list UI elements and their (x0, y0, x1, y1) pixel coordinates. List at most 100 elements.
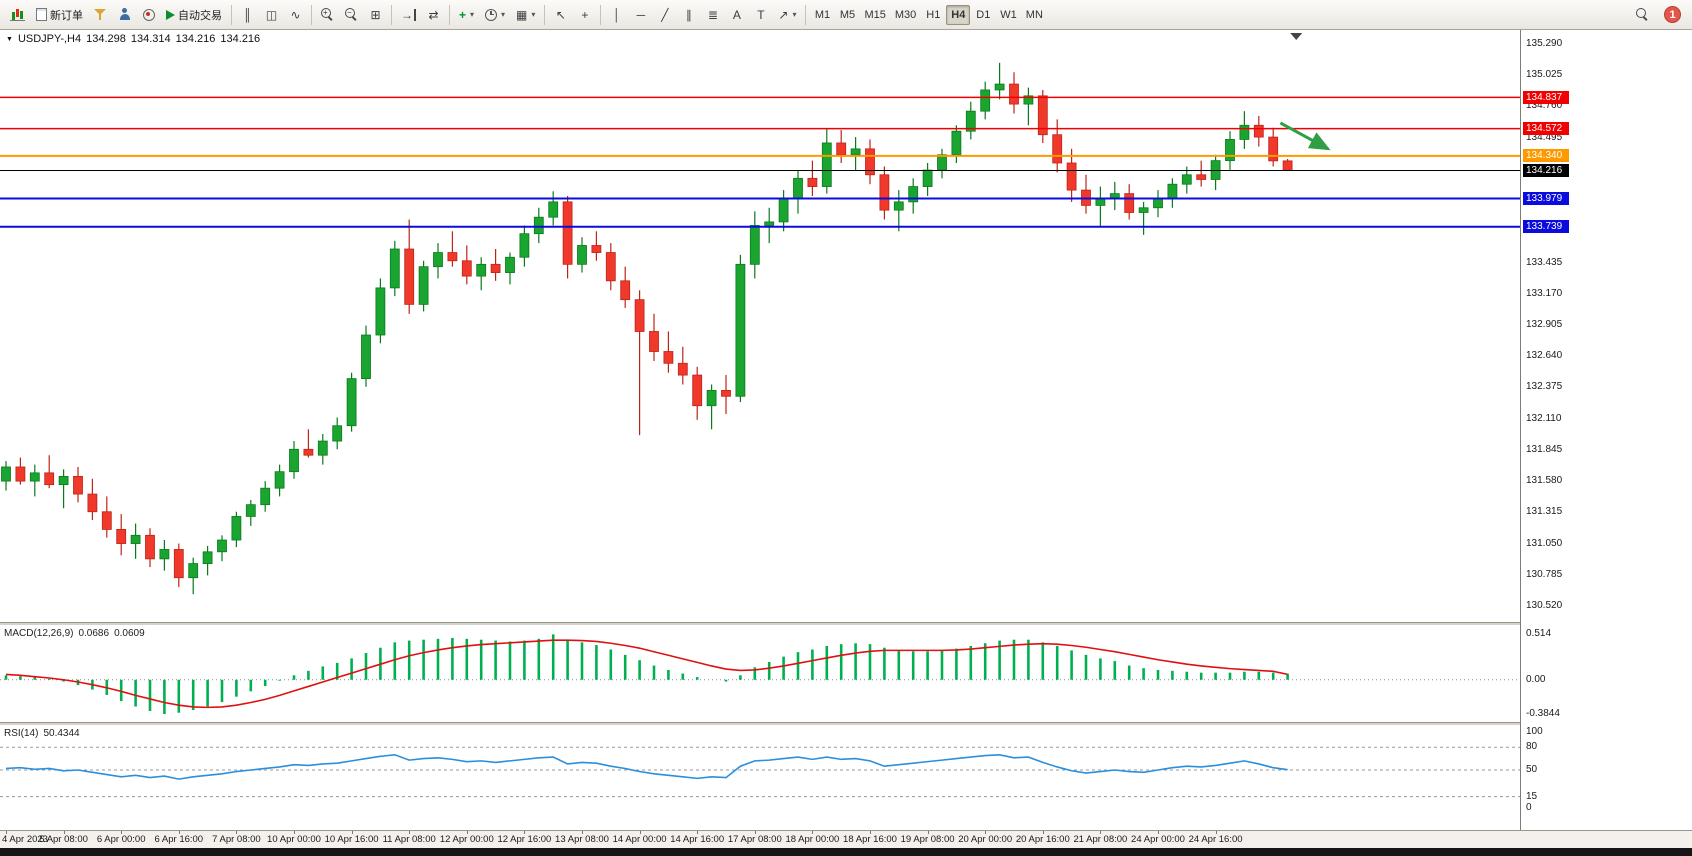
time-axis-label: 20 Apr 00:00 (958, 834, 1013, 845)
toolbar-right: 1 (1631, 3, 1687, 27)
horizontal-line-icon: ─ (636, 7, 646, 22)
text-button[interactable]: A (725, 3, 748, 27)
time-axis-label: 10 Apr 00:00 (267, 834, 321, 845)
price-tick-label: 134.760 (1526, 100, 1563, 112)
time-axis-label: 14 Apr 00:00 (612, 834, 667, 845)
market-watch-button[interactable] (113, 3, 136, 27)
candlestick-chart[interactable] (0, 30, 1520, 622)
timeframe-m5[interactable]: M5 (839, 8, 856, 21)
macd-chart[interactable] (0, 626, 1520, 722)
crosshair-button[interactable]: + (573, 3, 596, 27)
autotrading-button-label: 自动交易 (178, 9, 222, 22)
time-axis-label: 18 Apr 00:00 (785, 834, 840, 845)
time-axis-label: 12 Apr 16:00 (497, 834, 552, 845)
panel-splitter[interactable] (0, 722, 1692, 726)
timeframe-m30[interactable]: M30 (894, 8, 917, 21)
time-tick (812, 831, 814, 834)
profiles-button[interactable] (89, 3, 112, 27)
notification-badge[interactable]: 1 (1664, 6, 1681, 23)
symbol-collapse-icon[interactable]: ▼ (6, 35, 13, 43)
time-tick (985, 831, 987, 834)
time-tick (639, 831, 641, 834)
tile-windows-icon: ⊞ (370, 7, 381, 22)
macd-name: MACD(12,26,9) (4, 628, 74, 639)
candlestick-chart-button[interactable]: ◫ (260, 3, 283, 27)
price-scale[interactable]: 135.290135.025134.760134.495134.230133.9… (1520, 30, 1692, 830)
rsi-tick-label: 50 (1526, 764, 1538, 775)
time-tick (409, 831, 411, 834)
time-axis[interactable]: 4 Apr 2023 5 Apr 08:00 6 Apr 00:00 6 Apr 16… (0, 830, 1692, 848)
time-axis-label: 18 Apr 16:00 (843, 834, 897, 845)
timeframe-h1[interactable]: H1 (926, 8, 941, 21)
price-line-badge: 134.572 (1523, 122, 1569, 136)
price-tick-label: 133.170 (1526, 287, 1563, 299)
macd-tick-label: -0.3844 (1526, 708, 1560, 719)
price-tick-label: 132.110 (1526, 412, 1562, 424)
time-axis-label: 6 Apr 00:00 (96, 834, 146, 845)
time-tick (697, 831, 699, 834)
rsi-panel[interactable]: RSI(14) 50.4344 (0, 726, 1520, 814)
zoom-out-button[interactable]: − (340, 3, 363, 27)
chevron-down-icon: ▾ (531, 10, 536, 19)
zoom-out-icon: − (345, 8, 358, 21)
time-axis-label: 5 Apr 08:00 (39, 834, 88, 845)
symbol-title: USDJPY-,H4 (17, 33, 82, 45)
fibonacci-button[interactable]: ≣ (701, 3, 724, 27)
macd-panel[interactable]: MACD(12,26,9) 0.0686 0.0609 (0, 626, 1520, 722)
time-axis-label: 24 Apr 16:00 (1188, 834, 1243, 845)
timeframe-h4[interactable]: H4 (946, 4, 971, 25)
ohlc-open: 134.298 (86, 33, 126, 45)
trendline-button[interactable]: ╱ (653, 3, 676, 27)
panel-splitter[interactable] (0, 622, 1692, 626)
rsi-tick-label: 15 (1526, 790, 1538, 802)
arrow-annotation[interactable] (1279, 121, 1331, 151)
time-tick (1100, 831, 1102, 834)
vertical-line-button[interactable]: │ (605, 3, 628, 27)
time-tick (1215, 831, 1217, 834)
trendline-icon: ╱ (661, 7, 669, 22)
templates-button[interactable]: ▦ ▾ (511, 3, 540, 27)
new-chart-button[interactable] (5, 3, 30, 27)
template-icon: ▦ (516, 7, 528, 22)
price-line-badge: 133.979 (1523, 191, 1569, 205)
price-tick-label: 131.580 (1526, 475, 1563, 487)
price-tick-label: 132.375 (1526, 381, 1563, 393)
time-tick (1158, 831, 1159, 834)
timeframe-m1[interactable]: M1 (814, 8, 831, 21)
time-axis-label: 24 Apr 00:00 (1131, 834, 1185, 845)
channel-button[interactable]: ∥ (677, 3, 700, 27)
time-axis-label: 19 Apr 08:00 (900, 834, 955, 845)
price-tick-label: 130.520 (1526, 600, 1563, 611)
chart-shift-button[interactable]: ⇄ (422, 3, 445, 27)
rsi-label: RSI(14) 50.4344 (4, 728, 80, 739)
timeframe-d1[interactable]: D1 (976, 8, 991, 21)
time-axis-label: 10 Apr 16:00 (324, 834, 379, 845)
price-tick-label: 135.290 (1526, 38, 1563, 49)
line-chart-button[interactable]: ∿ (284, 3, 307, 27)
timeframe-mn[interactable]: MN (1025, 8, 1043, 21)
periods-button[interactable]: ▾ (480, 3, 510, 27)
indicators-button[interactable]: + ▾ (454, 3, 479, 27)
search-button[interactable] (1631, 3, 1654, 27)
text-label-button[interactable]: T (749, 3, 772, 27)
macd-label: MACD(12,26,9) 0.0686 0.0609 (4, 628, 145, 639)
clock-icon (485, 8, 498, 21)
tile-windows-button[interactable]: ⊞ (364, 3, 387, 27)
data-window-button[interactable] (137, 3, 160, 27)
zoom-in-button[interactable]: + (316, 3, 339, 27)
auto-scroll-button[interactable]: → (396, 3, 421, 27)
crosshair-icon: + (581, 7, 589, 22)
bar-chart-button[interactable]: ║ (236, 3, 259, 27)
rsi-chart[interactable] (0, 726, 1520, 814)
main-chart-panel[interactable]: ▼ USDJPY-,H4 134.298 134.314 134.216 134… (0, 30, 1520, 622)
toolbar-separator (231, 4, 232, 25)
timeframe-m15[interactable]: M15 (864, 8, 886, 21)
timeframe-w1[interactable]: W1 (1000, 8, 1017, 21)
horizontal-line-button[interactable]: ─ (629, 3, 652, 27)
autotrading-button[interactable]: 自动交易 (161, 3, 227, 27)
arrows-button[interactable]: ↗ ▾ (773, 3, 801, 27)
candlestick-icon: ◫ (265, 7, 278, 22)
cursor-button[interactable]: ↖ (549, 3, 572, 27)
new-order-button[interactable]: 新订单 (31, 3, 88, 27)
rsi-tick-label: 100 (1526, 726, 1543, 737)
